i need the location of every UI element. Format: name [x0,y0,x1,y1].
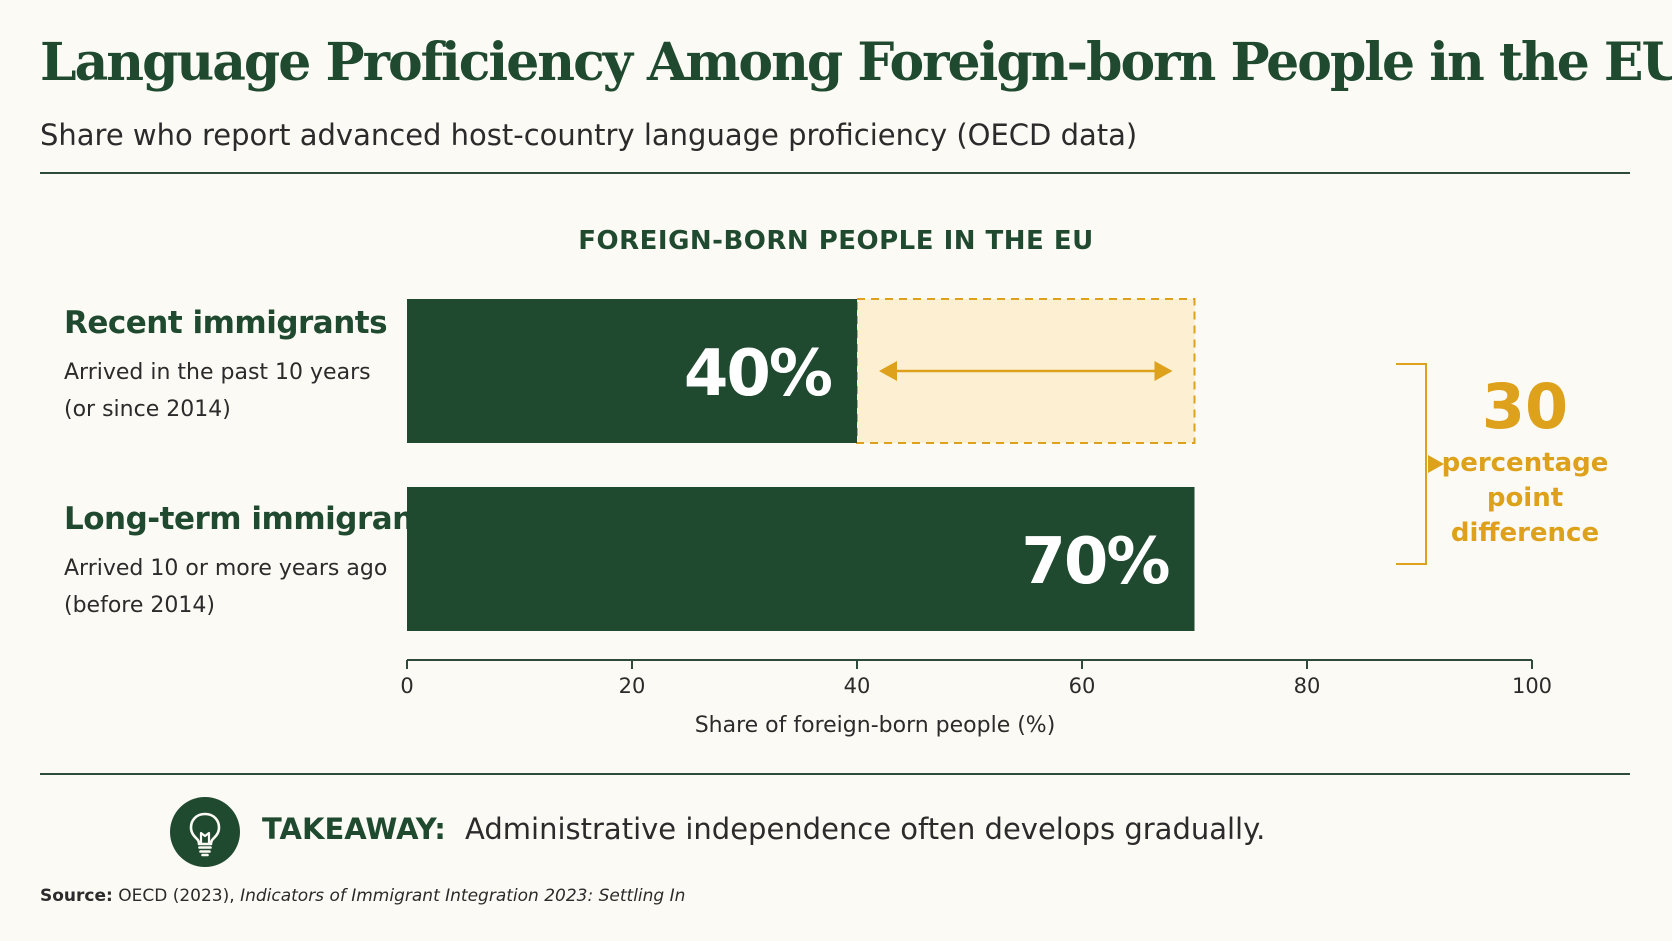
x-tick-label: 100 [1512,674,1552,698]
page-subtitle: Share who report advanced host-country l… [40,118,1138,152]
takeaway: TAKEAWAY: Administrative independence of… [262,812,1265,846]
difference-pointer [1428,455,1444,473]
top-divider [40,172,1630,174]
category-note-line: Arrived 10 or more years ago [64,556,388,581]
difference-label-line: point [1486,483,1564,513]
difference-label: percentage point difference [1430,446,1620,551]
takeaway-text: Administrative independence often develo… [465,812,1266,846]
x-tick-label: 20 [619,674,646,698]
x-tick-label: 80 [1294,674,1321,698]
bar-recent [407,299,857,443]
difference-bracket [1396,363,1427,565]
source-lead: Source: [40,886,113,906]
takeaway-lead: TAKEAWAY: [262,812,446,846]
source-org: OECD (2023), [118,886,235,906]
category-note-line: (or since 2014) [64,397,231,422]
x-tick-label: 60 [1069,674,1096,698]
category-note-recent: Arrived in the past 10 years (or since 2… [64,354,371,428]
category-note-line: (before 2014) [64,593,215,618]
category-note-line: Arrived in the past 10 years [64,360,371,385]
bar-value-label: 40% [684,337,832,411]
gap-arrow-left-head [879,361,897,381]
x-axis-title: Share of foreign-born people (%) [694,713,1056,738]
lightbulb-icon [170,797,240,867]
x-tick-label: 40 [844,674,871,698]
page-title: Language Proficiency Among Foreign-born … [40,32,1672,93]
bottom-divider [40,773,1630,775]
difference-label-line: percentage [1441,448,1609,478]
difference-label-line: difference [1450,518,1600,548]
bar-long-term [407,487,1195,631]
bar-value-label: 70% [1021,525,1169,599]
category-label-recent: Recent immigrants [64,305,388,341]
gap-arrow-right-head [1154,361,1173,381]
chart-title: FOREIGN-BORN PEOPLE IN THE EU [578,226,1094,256]
x-tick-label: 0 [400,674,413,698]
category-note-long-term: Arrived 10 or more years ago (before 201… [64,550,387,624]
source-note: Source: OECD (2023), Indicators of Immig… [40,886,685,906]
source-publication: Indicators of Immigrant Integration 2023… [240,886,686,906]
category-label-long-term: Long-term immigrants [64,501,447,537]
difference-value: 30 [1481,370,1569,443]
